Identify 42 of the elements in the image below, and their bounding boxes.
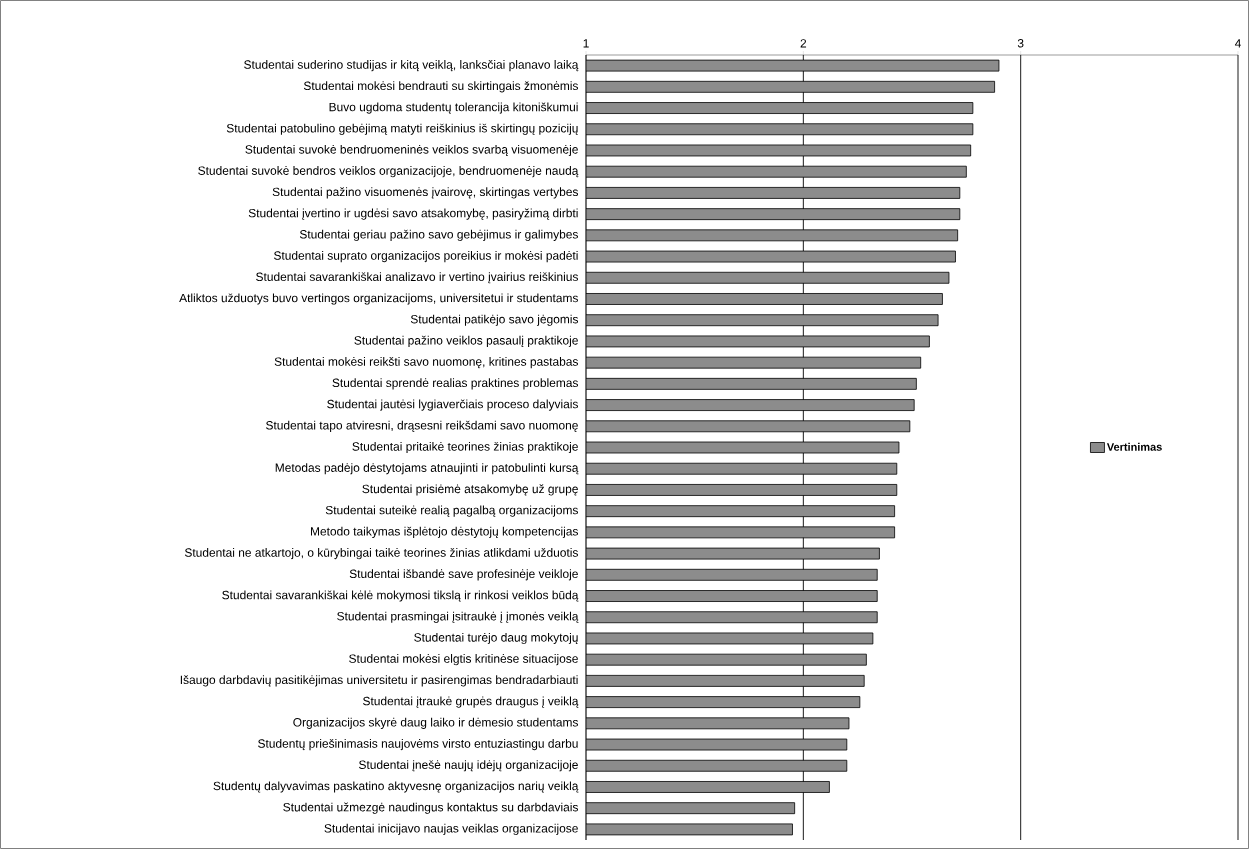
x-tick-label: 3	[1017, 39, 1024, 48]
y-tick-label: Studentai mokėsi reikšti savo nuomonę, kritines pastabas	[274, 357, 578, 369]
y-tick-label: Buvo ugdoma studentų tolerancija kitoniškumui	[329, 102, 578, 114]
y-tick-label: Studentai patikėjo savo jėgomis	[410, 314, 579, 326]
y-tick-label: Studentai suteikė realią pagalbą organizacijoms	[325, 505, 578, 517]
y-tick-label: Studentų priešinimasis naujovėms virsto entuziastingu darbu	[258, 738, 578, 751]
y-tick-label: Studentai užmezgė naudingus kontaktus su darbdaviais	[283, 802, 578, 814]
y-tick-label: Studentai tapo atviresni, drąsesni reikšdami savo nuomonę	[266, 420, 578, 432]
y-tick-label: Studentai ne atkartojo, o kūrybingai taikė teorines žinias atlikdami užduotis	[184, 548, 578, 560]
y-tick-label: Studentai turėjo daug mokytojų	[414, 632, 578, 645]
y-tick-label: Studentai suvokė bendros veiklos organizacijoje, bendruomenėje naudą	[198, 166, 579, 178]
y-tick-label: Studentai pažino veiklos pasaulį praktikoje	[354, 335, 578, 348]
y-tick-label: Studentai inicijavo naujas veiklas organizacijose	[324, 823, 578, 835]
y-tick-label: Metodas padėjo dėstytojams atnaujinti ir patobulinti kursą	[275, 463, 579, 475]
x-tick-label: 2	[800, 39, 807, 48]
y-tick-label: Studentai įnešė naujų idėjų organizacijoje	[359, 760, 578, 772]
y-tick-label: Studentai pritaikė teorines žinias praktikoje	[352, 441, 578, 454]
y-tick-label: Studentai prasmingai įsitraukė į įmonės veiklą	[337, 611, 579, 623]
y-tick-label: Studentai jautėsi lygiaverčiais proceso dalyviais	[327, 399, 578, 411]
y-tick-label: Studentai geriau pažino savo gebėjimus ir galimybes	[299, 229, 578, 241]
y-tick-label: Studentai patobulino gebėjimą matyti reiškinius iš skirtingų pozicijų	[226, 123, 578, 135]
y-tick-label: Studentai suderino studijas ir kitą veiklą, lanksčiai planavo laiką	[244, 60, 579, 72]
y-tick-label: Atliktos užduotys buvo vertingos organizacijoms, universitetui ir studentams	[179, 293, 578, 305]
y-tick-label: Studentai mokėsi elgtis kritinėse situacijose	[349, 654, 578, 666]
y-tick-label: Studentai prisiėmė atsakomybę už grupę	[362, 484, 578, 496]
y-tick-label: Studentai savarankiškai analizavo ir vertino įvairius reiškinius	[256, 272, 578, 284]
y-tick-label: Studentai mokėsi bendrauti su skirtingais žmonėmis	[303, 81, 578, 93]
y-tick-label: Studentai savarankiškai kėlė mokymosi tikslą ir rinkosi veiklos būdą	[222, 590, 579, 602]
y-tick-label: Studentai sprendė realias praktines problemas	[332, 378, 578, 390]
y-tick-label: Studentai suprato organizacijos poreikius ir mokėsi padėti	[274, 250, 578, 263]
legend-label: Vertinimas	[1106, 442, 1162, 451]
y-tick-label: Studentų dalyvavimas paskatino aktyvesnę organizacijos narių veiklą	[213, 781, 579, 793]
y-tick-label: Studentai įtraukė grupės draugus į veiklą	[363, 696, 579, 708]
y-tick-label: Studentai išbandė save profesinėje veikloje	[349, 569, 578, 581]
y-tick-label: Organizacijos skyrė daug laiko ir dėmesio studentams	[293, 717, 578, 729]
y-tick-label: Metodo taikymas išplėtojo dėstytojų kompetencijas	[311, 526, 579, 538]
y-tick-label: Studentai pažino visuomenės įvairovę, skirtingas vertybes	[272, 187, 578, 199]
x-tick-label: 4	[1234, 39, 1241, 48]
x-tick-label: 1	[583, 39, 589, 48]
y-tick-label: Studentai įvertino ir ugdėsi savo atsakomybę, pasiryžimą dirbti	[248, 208, 578, 220]
y-tick-label: Išaugo darbdavių pasitikėjimas universitetu ir pasirengimas bendradarbiauti	[180, 675, 578, 687]
y-tick-label: Studentai suvokė bendruomeninės veiklos svarbą visuomenėje	[245, 144, 578, 157]
